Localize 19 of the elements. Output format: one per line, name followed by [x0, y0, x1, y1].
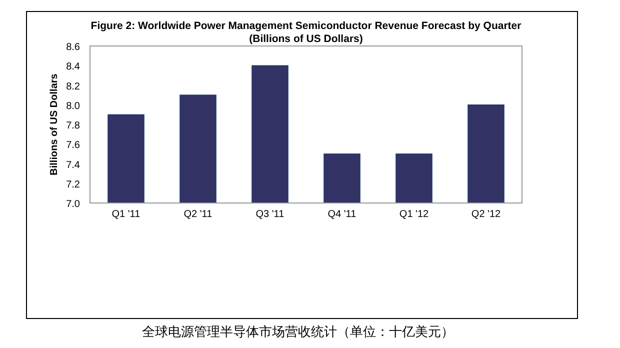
chart-subtitle: (Billions of US Dollars) [249, 33, 363, 45]
x-tick-label: Q2 '12 [471, 209, 502, 220]
y-tick-label: 7.4 [66, 160, 80, 171]
y-tick-label: 7.2 [66, 179, 80, 190]
y-tick-label: 8.6 [66, 42, 80, 53]
y-tick-label: 8.4 [66, 62, 80, 73]
y-tick-label: 7.0 [66, 199, 80, 210]
x-tick-label: Q1 '11 [112, 209, 141, 220]
y-tick-label: 8.0 [66, 100, 80, 112]
x-tick-label: Q4 '11 [328, 209, 357, 220]
text: 全球电源管理半导体市场营收统计（单位：十亿美元） [142, 324, 454, 339]
x-tick-label: Q3 '11 [256, 209, 285, 220]
y-tick-label: 7.6 [66, 140, 80, 152]
x-tick-label: Q1 '12 [399, 209, 430, 220]
y-axis-title: Billions of US Dollars [49, 73, 60, 176]
chart-title: Figure 2: Worldwide Power Management Semiconductor Revenue Forecast by Quarter [90, 20, 522, 32]
x-tick-label: Q2 '11 [184, 209, 213, 220]
y-tick-label: 7.8 [66, 120, 80, 132]
y-tick-label: 8.2 [66, 81, 80, 92]
